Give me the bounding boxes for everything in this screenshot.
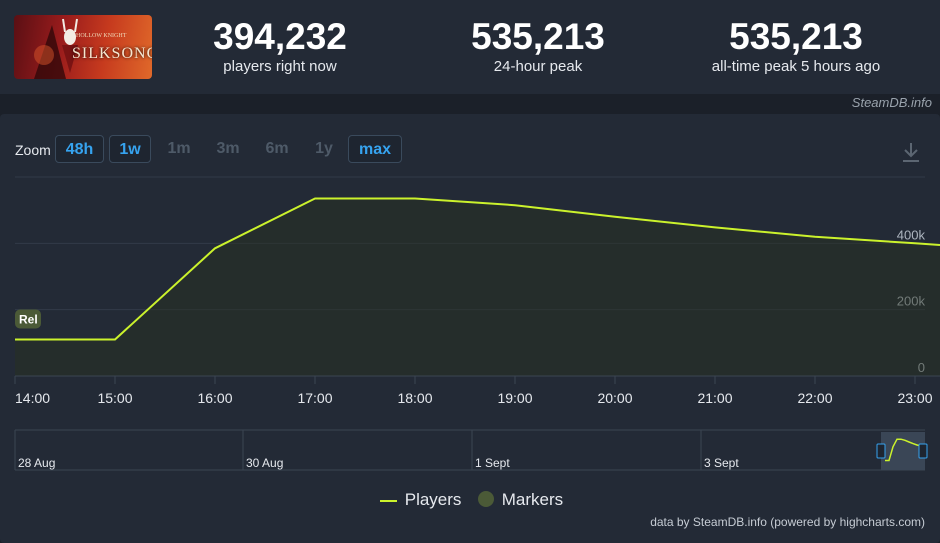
legend-markers[interactable]: Markers [477,490,563,510]
stat-label: all-time peak 5 hours ago [711,58,881,75]
stat-24h-peak: 535,213 24-hour peak [428,16,648,76]
stat-value: 535,213 [471,16,605,57]
navigator-handle-right[interactable] [918,443,928,459]
navigator-selection [881,432,925,470]
marker-flag [15,309,41,329]
x-tick-label: 19:00 [497,390,532,406]
y-tick-label: 400k [897,227,926,242]
stat-label: players right now [223,58,337,75]
marker-label: Rel [19,313,38,327]
stat-current-players: 394,232 players right now [170,16,390,76]
zoom-1m-button[interactable]: 1m [167,140,191,157]
stats-header: HOLLOW KNIGHT SILKSONG 394,232 players r… [0,0,940,94]
x-tick-label: 23:00 [897,390,932,406]
navigator-series-line [885,438,922,462]
logo-subtitle: HOLLOW KNIGHT [76,33,127,39]
x-tick-label: 21:00 [697,390,732,406]
x-tick-label: 20:00 [597,390,632,406]
series-area-players [15,198,940,376]
stat-value: 535,213 [729,16,863,57]
zoom-max-button[interactable]: max [348,135,402,163]
navigator-label: 28 Aug [18,456,55,470]
x-tick-label: 14:00 [15,390,50,406]
legend-marker-icon [478,491,494,507]
zoom-1y-button[interactable]: 1y [315,140,333,157]
logo-title: SILKSONG [72,45,152,62]
legend-players[interactable]: Players [380,490,461,510]
navigator-label: 1 Sept [475,456,510,470]
stat-all-time-peak: 535,213 all-time peak 5 hours ago [686,16,906,76]
x-tick-label: 22:00 [797,390,832,406]
navigator-label: 30 Aug [246,456,283,470]
zoom-48h-button[interactable]: 48h [55,135,104,163]
x-tick-label: 16:00 [197,390,232,406]
zoom-label: Zoom [15,142,51,158]
navigator-label: 3 Sept [704,456,739,470]
player-count-chart: 0 200k 400k 14:00 15:00 16:00 17:00 18:00 19:00 2… [14,176,940,471]
legend-label: Markers [501,490,564,509]
zoom-3m-button[interactable]: 3m [216,140,240,157]
navigator-handle-left[interactable] [876,443,886,459]
y-tick-label: 200k [897,294,926,309]
x-tick-label: 15:00 [97,390,132,406]
zoom-6m-button[interactable]: 6m [265,140,289,157]
zoom-1w-button[interactable]: 1w [109,135,151,163]
chart-panel [0,114,940,543]
legend-label: Players [404,490,462,509]
stat-label: 24-hour peak [493,58,583,75]
stat-value: 394,232 [213,16,347,57]
legend-line-icon [380,499,397,502]
steamdb-watermark: SteamDB.info [851,95,932,110]
x-tick-label: 18:00 [397,390,432,406]
chart-credits: data by SteamDB.info (powered by highcha… [650,515,925,529]
x-tick-label: 17:00 [297,390,332,406]
series-line-players [15,197,940,341]
y-tick-label: 0 [918,360,925,375]
game-logo[interactable]: HOLLOW KNIGHT SILKSONG [14,15,152,79]
knight-figure-icon [34,18,78,79]
download-icon[interactable] [900,140,922,164]
